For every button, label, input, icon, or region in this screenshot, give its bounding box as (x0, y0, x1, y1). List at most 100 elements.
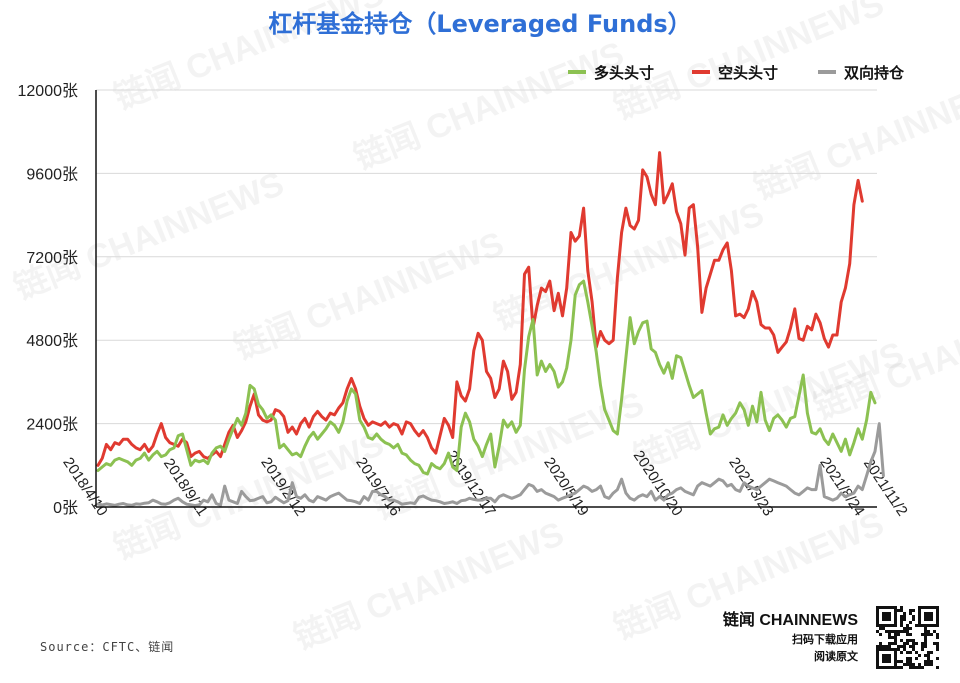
qr-module (909, 657, 912, 660)
qr-module (930, 612, 933, 615)
qr-module (915, 666, 918, 669)
qr-module (915, 642, 918, 645)
qr-module (876, 645, 879, 648)
qr-code-icon[interactable] (874, 604, 941, 671)
watermark-text: 链闻 CHAINNEWS (9, 165, 289, 308)
qr-module (894, 654, 897, 657)
qr-module (936, 666, 939, 669)
qr-module (891, 630, 894, 633)
qr-module (924, 645, 927, 648)
qr-module (918, 624, 921, 627)
qr-module (936, 624, 939, 627)
qr-module (924, 642, 927, 645)
qr-module (882, 645, 885, 648)
qr-module (921, 666, 924, 669)
qr-module (924, 615, 927, 618)
qr-module (906, 660, 909, 663)
qr-module (876, 648, 879, 651)
watermark-text: 链闻 CHAINNEWS (109, 425, 389, 568)
qr-module (924, 654, 927, 657)
qr-module (924, 627, 927, 630)
qr-module (885, 645, 888, 648)
qr-module (879, 642, 882, 645)
qr-module (885, 660, 888, 663)
qr-module (885, 654, 888, 657)
qr-module (900, 606, 903, 609)
qr-module (876, 612, 879, 615)
qr-module (936, 615, 939, 618)
qr-module (894, 615, 897, 618)
qr-module (927, 606, 930, 609)
qr-module (894, 666, 897, 669)
qr-module (891, 624, 894, 627)
qr-module (897, 630, 900, 633)
qr-module (909, 639, 912, 642)
qr-module (900, 660, 903, 663)
qr-module (936, 606, 939, 609)
qr-module (897, 648, 900, 651)
qr-module (930, 606, 933, 609)
brand-sub-read: 阅读原文 (814, 649, 859, 663)
series-line (96, 422, 885, 508)
qr-module (882, 666, 885, 669)
qr-module (930, 663, 933, 666)
qr-module (924, 663, 927, 666)
qr-module (882, 654, 885, 657)
qr-module (918, 654, 921, 657)
qr-module (891, 606, 894, 609)
qr-module (927, 657, 930, 660)
qr-module (918, 618, 921, 621)
qr-module (888, 633, 891, 636)
qr-module (891, 636, 894, 639)
legend: 多头头寸 空头头寸 双向持仓 (568, 64, 905, 82)
qr-module (876, 666, 879, 669)
watermark-text: 链闻 CHAINNEWS (229, 225, 509, 368)
qr-module (876, 660, 879, 663)
qr-module (903, 618, 906, 621)
qr-module (930, 651, 933, 654)
qr-module (882, 606, 885, 609)
qr-module (933, 642, 936, 645)
qr-module (903, 642, 906, 645)
qr-module (879, 627, 882, 630)
qr-module (918, 621, 921, 624)
qr-module (885, 606, 888, 609)
qr-module (876, 657, 879, 660)
qr-module (894, 657, 897, 660)
qr-module (882, 612, 885, 615)
qr-module (894, 612, 897, 615)
qr-module (900, 666, 903, 669)
qr-module (912, 615, 915, 618)
qr-module (933, 630, 936, 633)
qr-module (906, 642, 909, 645)
qr-module (906, 663, 909, 666)
qr-module (918, 609, 921, 612)
qr-module (894, 609, 897, 612)
qr-module (882, 648, 885, 651)
qr-module (876, 663, 879, 666)
qr-module (894, 636, 897, 639)
qr-module (885, 657, 888, 660)
qr-module (921, 645, 924, 648)
qr-module (885, 618, 888, 621)
qr-module (885, 666, 888, 669)
qr-module (924, 624, 927, 627)
qr-module (915, 651, 918, 654)
qr-module (876, 609, 879, 612)
qr-module (888, 606, 891, 609)
qr-module (927, 654, 930, 657)
qr-module (912, 648, 915, 651)
qr-module (936, 645, 939, 648)
qr-module (927, 618, 930, 621)
qr-module (927, 624, 930, 627)
series-lines (96, 151, 885, 508)
brand-sub-download: 扫码下载应用 (792, 632, 858, 646)
qr-module (918, 615, 921, 618)
y-tick-label: 7200张 (26, 249, 78, 267)
qr-module (912, 642, 915, 645)
qr-module (894, 651, 897, 654)
qr-module (885, 615, 888, 618)
qr-module (876, 621, 879, 624)
qr-module (888, 630, 891, 633)
